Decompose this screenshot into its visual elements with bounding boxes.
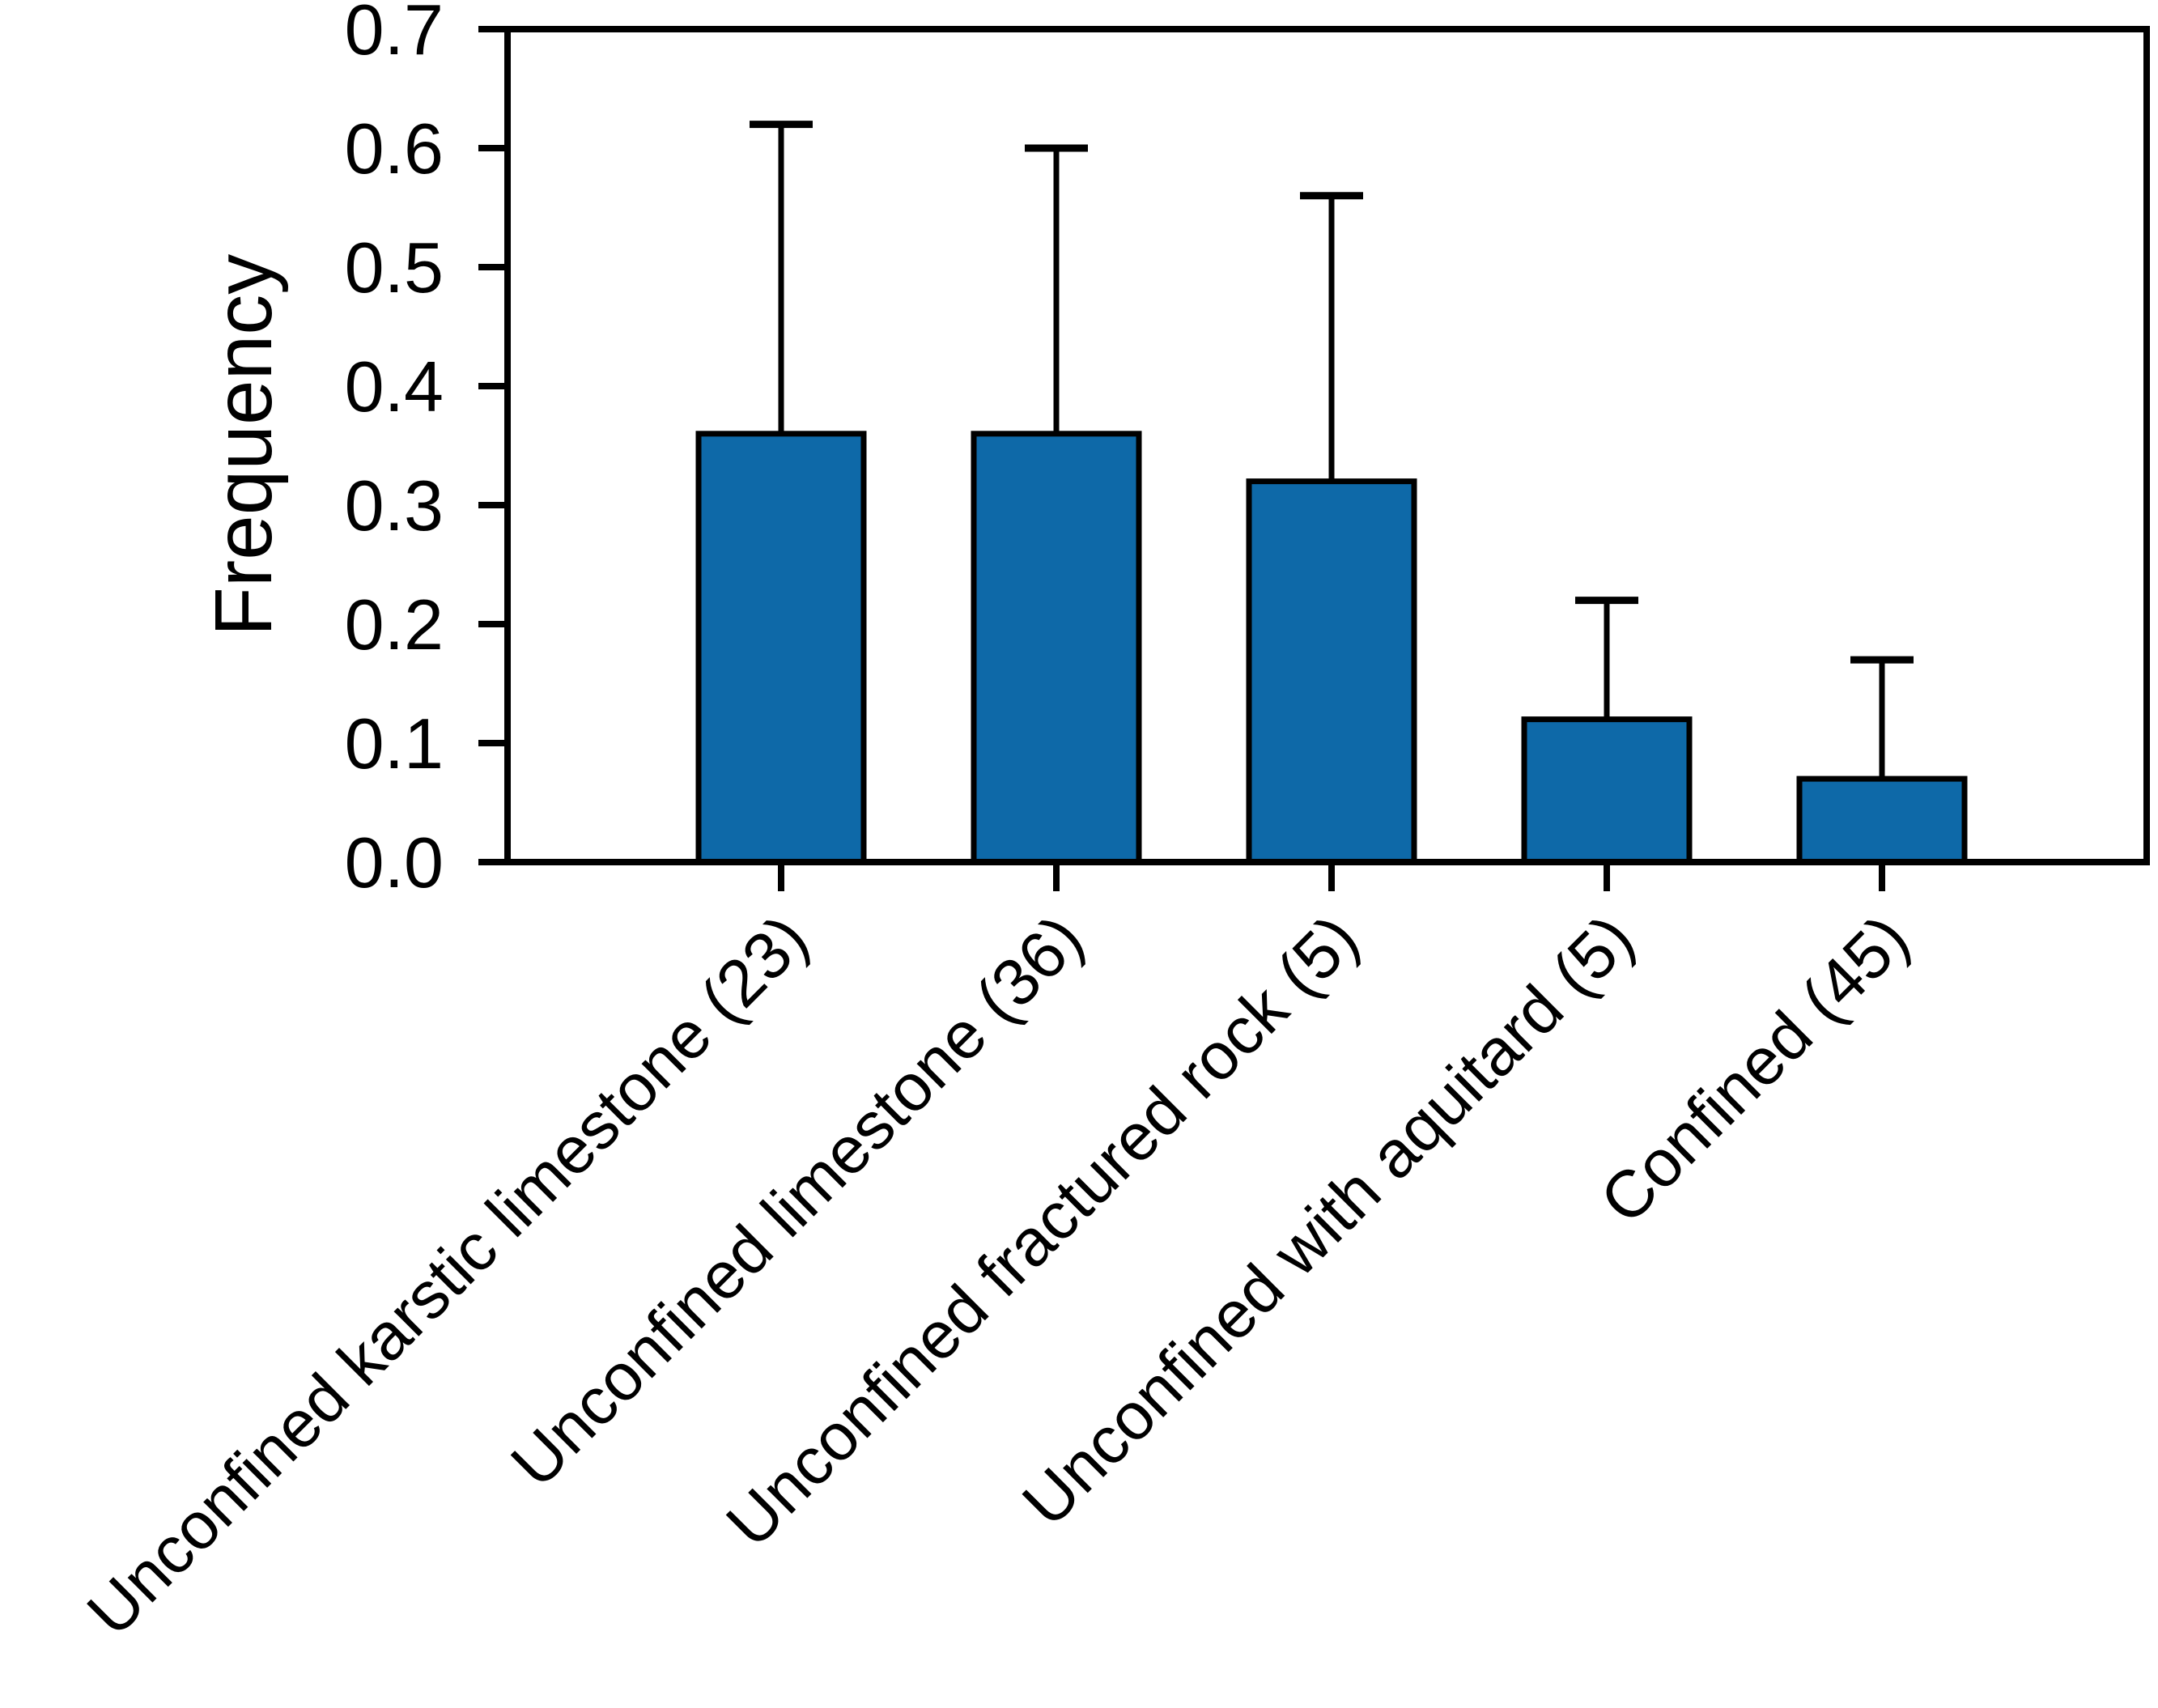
y-axis-title: Frequency bbox=[198, 254, 289, 636]
bar bbox=[695, 431, 867, 865]
y-tick-label: 0.0 bbox=[345, 822, 444, 903]
bar bbox=[1796, 775, 1968, 865]
y-tick-label: 0.4 bbox=[345, 346, 444, 427]
y-tick-label: 0.7 bbox=[345, 0, 444, 70]
error-bars-layer bbox=[750, 121, 1914, 780]
y-tick-label: 0.3 bbox=[345, 465, 444, 546]
bar bbox=[1521, 716, 1693, 865]
y-tick-label: 0.2 bbox=[345, 584, 444, 665]
bar bbox=[971, 431, 1142, 865]
axes-layer bbox=[478, 26, 2150, 891]
y-tick-label: 0.1 bbox=[345, 703, 444, 784]
bar bbox=[1246, 478, 1417, 865]
y-tick-label: 0.6 bbox=[345, 108, 444, 189]
x-tick-label: Unconfined limestone (36) bbox=[498, 901, 1098, 1501]
plot-box bbox=[504, 26, 2150, 865]
bars-layer bbox=[695, 431, 1968, 865]
y-tick-label: 0.5 bbox=[345, 227, 444, 308]
